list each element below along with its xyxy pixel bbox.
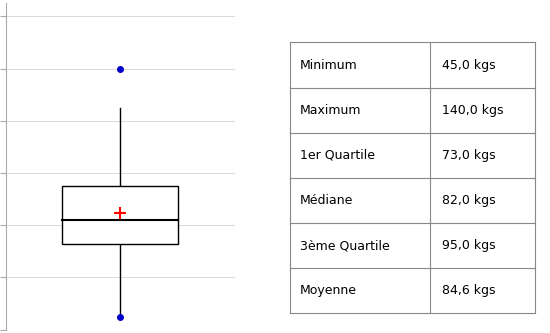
Text: 3ème Quartile: 3ème Quartile [300, 239, 389, 252]
Text: Médiane: Médiane [300, 194, 353, 207]
Text: 1er Quartile: 1er Quartile [300, 149, 375, 162]
Text: 82,0 kgs: 82,0 kgs [442, 194, 496, 207]
FancyBboxPatch shape [62, 186, 178, 243]
Text: 45,0 kgs: 45,0 kgs [442, 59, 496, 72]
Text: 73,0 kgs: 73,0 kgs [442, 149, 496, 162]
Text: 140,0 kgs: 140,0 kgs [442, 104, 504, 117]
Text: Maximum: Maximum [300, 104, 361, 117]
Text: Moyenne: Moyenne [300, 284, 356, 297]
Text: 84,6 kgs: 84,6 kgs [442, 284, 496, 297]
Text: Minimum: Minimum [300, 59, 358, 72]
Text: 95,0 kgs: 95,0 kgs [442, 239, 496, 252]
